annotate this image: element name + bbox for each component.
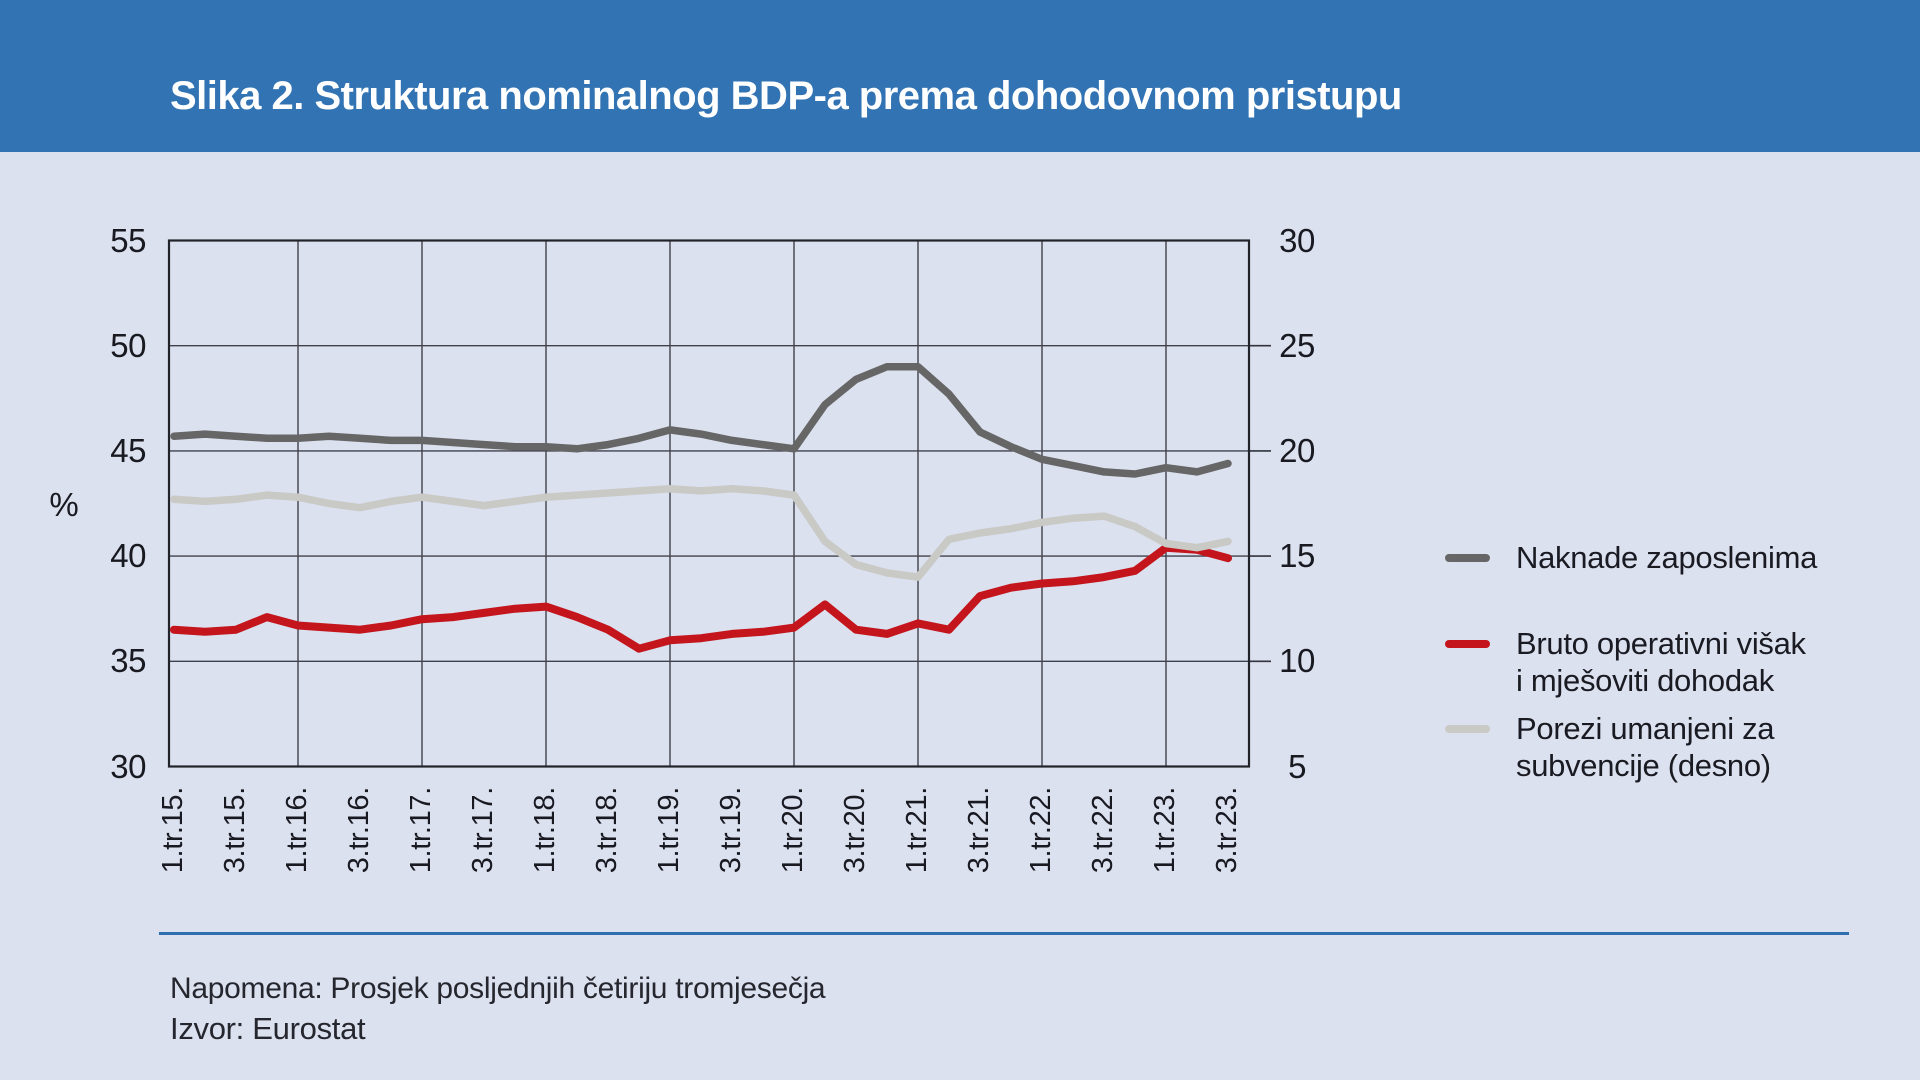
x-axis-tick-label: 3.tr.15. [219, 787, 251, 874]
legend-swatch-porezi [1445, 725, 1490, 733]
x-axis-tick-label: 3.tr.20. [839, 787, 871, 874]
figure-title: Slika 2. Struktura nominalnog BDP-a prem… [170, 74, 1402, 118]
footer-divider [159, 932, 1849, 935]
legend-label-porezi: Porezi umanjeni za subvencije (desno) [1516, 711, 1775, 783]
x-axis-tick-label: 3.tr.19. [715, 787, 747, 874]
plot-border [167, 239, 1251, 768]
right-axis-tick-label: 15 [1279, 537, 1315, 575]
note-text: Napomena: Prosjek posljednjih četiriju t… [170, 972, 826, 1005]
x-axis-tick-label: 3.tr.18. [591, 787, 623, 874]
series-line-naknade [170, 362, 1232, 478]
legend-label-bruto: Bruto operativni višak i mješoviti dohod… [1516, 626, 1806, 698]
left-axis-unit-label: % [49, 486, 79, 523]
left-axis-tick-label: 50 [110, 326, 146, 364]
x-axis-tick-label: 1.tr.20. [777, 787, 809, 874]
legend-swatch-bruto [1445, 640, 1490, 648]
x-axis-tick-label: 3.tr.23. [1211, 787, 1243, 874]
x-axis-tick-label: 1.tr.22. [1025, 787, 1057, 874]
x-axis-tick-label: 3.tr.21. [963, 787, 995, 874]
left-axis-tick-label: 35 [110, 642, 146, 680]
left-axis-tick-label: 40 [110, 537, 146, 575]
left-axis-tick-label: 30 [110, 747, 146, 785]
x-axis-tick-label: 1.tr.19. [653, 787, 685, 874]
left-axis-tick-label: 55 [110, 221, 146, 259]
x-axis-tick-label: 3.tr.22. [1087, 787, 1119, 874]
x-axis-tick-label: 1.tr.18. [529, 787, 561, 874]
legend-swatch-naknade [1445, 554, 1490, 562]
left-axis-tick-label: 45 [110, 431, 146, 469]
right-axis-tick-label: 25 [1279, 326, 1315, 364]
series-line-porezi [170, 485, 1232, 581]
figure-header: Slika 2. Struktura nominalnog BDP-a prem… [0, 0, 1920, 152]
source-text: Izvor: Eurostat [170, 1011, 366, 1046]
right-axis-tick-label: 30 [1279, 221, 1315, 259]
right-axis-tick-label: 10 [1279, 642, 1315, 680]
x-axis-tick-label: 3.tr.16. [343, 787, 375, 874]
right-axis-tick-label: 5 [1288, 747, 1306, 785]
legend-label-naknade: Naknade zaposlenima [1516, 540, 1818, 575]
x-axis-tick-label: 3.tr.17. [467, 787, 499, 874]
chart-area: 55 50 45 40 35 30 30 25 20 15 10 5 1.tr.15. 3.tr.15… [0, 152, 1920, 1080]
x-axis-tick-label: 1.tr.17. [405, 787, 437, 874]
series-line-bruto-operativni-visak [170, 543, 1232, 653]
right-axis-tick-label: 20 [1279, 431, 1315, 469]
x-axis-tick-label: 1.tr.16. [281, 787, 313, 874]
x-axis-tick-label: 1.tr.23. [1149, 787, 1181, 874]
x-axis-tick-label: 1.tr.21. [901, 787, 933, 874]
x-axis-tick-label: 1.tr.15. [157, 787, 189, 874]
